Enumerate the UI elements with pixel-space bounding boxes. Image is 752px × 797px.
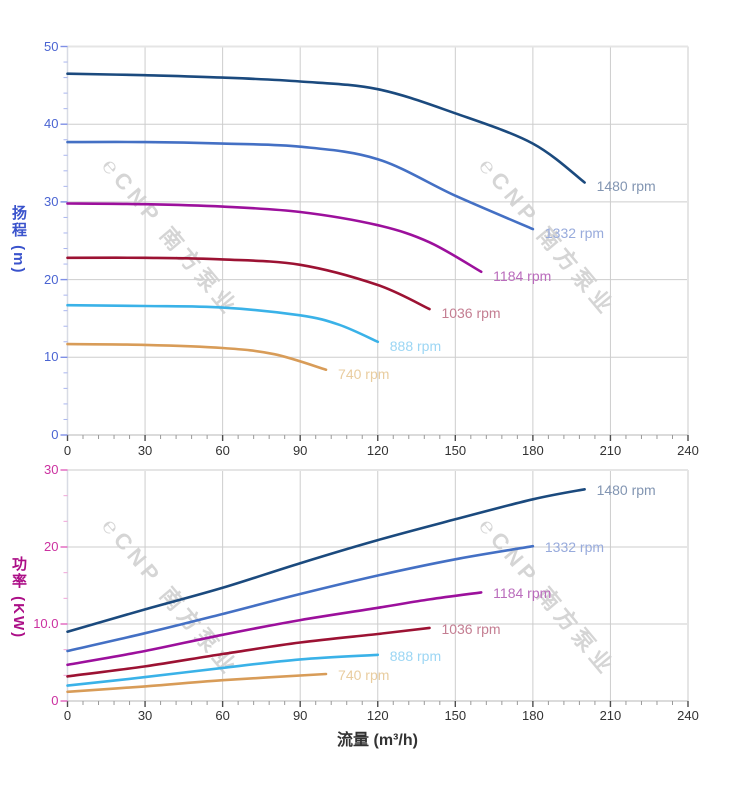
curve-1480-rpm — [66, 488, 586, 633]
x-tick-label: 90 — [292, 443, 308, 458]
x-tick-label: 180 — [522, 708, 544, 723]
head-axis-title: 扬程 (m) — [10, 205, 27, 275]
y-tick-label: 10 — [44, 349, 59, 365]
series-label-1036-rpm: 1036 rpm — [441, 305, 501, 322]
y-tick-label: 0 — [51, 427, 59, 442]
curve-1332-rpm — [66, 544, 535, 653]
x-tick-label: 120 — [366, 443, 389, 458]
x-tick-label: 150 — [444, 708, 467, 723]
x-tick-label: 60 — [215, 708, 230, 723]
curve-1184-rpm — [66, 202, 483, 274]
curve-740-rpm — [66, 342, 328, 371]
y-tick-label: 40 — [44, 116, 59, 132]
x-tick-label: 240 — [677, 443, 699, 458]
x-tick-label: 210 — [599, 443, 622, 458]
series-label-1332-rpm: 1332 rpm — [544, 539, 605, 556]
series-label-1480-rpm: 1480 rpm — [596, 178, 656, 195]
y-tick-label: 20 — [44, 539, 59, 554]
series-label-888-rpm: 888 rpm — [389, 337, 442, 354]
curve-1036-rpm — [66, 256, 431, 311]
x-tick-label: 150 — [444, 443, 467, 458]
power-axis-title: 功率 (KW) — [10, 556, 27, 640]
series-label-1184-rpm: 1184 rpm — [493, 267, 552, 284]
curve-1184-rpm — [66, 591, 483, 667]
x-tick-label: 90 — [292, 708, 308, 723]
y-tick-label: 50 — [44, 38, 59, 54]
curve-1480-rpm — [66, 72, 586, 184]
curve-1332-rpm — [66, 140, 535, 231]
series-label-888-rpm: 888 rpm — [389, 647, 442, 664]
series-label-740-rpm: 740 rpm — [338, 667, 390, 684]
series-label-1480-rpm: 1480 rpm — [596, 482, 656, 499]
series-label-1332-rpm: 1332 rpm — [544, 225, 605, 242]
y-tick-label: 0 — [51, 693, 59, 708]
x-tick-label: 240 — [677, 708, 699, 723]
flow-axis-title: 流量 (m³/h) — [337, 732, 418, 749]
curve-740-rpm — [66, 672, 328, 694]
series-label-740-rpm: 740 rpm — [338, 365, 390, 382]
curve-888-rpm — [66, 303, 380, 344]
x-tick-label: 210 — [599, 708, 622, 723]
x-tick-label: 60 — [215, 443, 230, 458]
x-tick-label: 120 — [366, 708, 389, 723]
y-tick-label: 30 — [44, 193, 59, 209]
y-tick-label: 20 — [44, 271, 59, 287]
x-tick-label: 30 — [137, 443, 153, 458]
series-label-1036-rpm: 1036 rpm — [441, 620, 501, 637]
curve-888-rpm — [66, 653, 380, 687]
x-tick-label: 0 — [63, 443, 72, 458]
x-tick-label: 0 — [63, 708, 72, 723]
y-tick-label: 10.0 — [33, 616, 59, 631]
x-tick-label: 180 — [522, 443, 544, 458]
y-tick-label: 30 — [44, 462, 59, 477]
x-tick-label: 30 — [137, 708, 153, 723]
curve-1036-rpm — [66, 626, 431, 678]
series-label-1184-rpm: 1184 rpm — [493, 585, 552, 602]
